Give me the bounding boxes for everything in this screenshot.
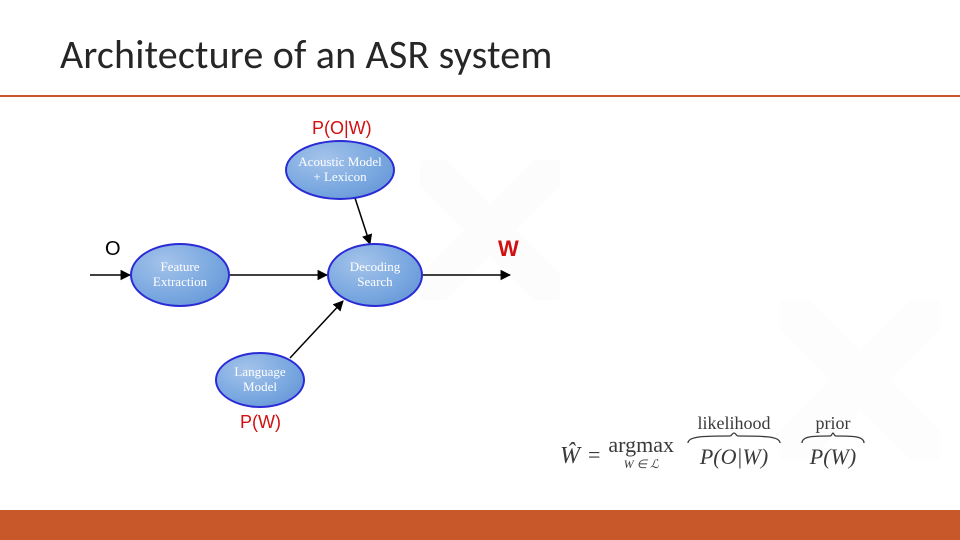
annotation-output-W: W	[498, 236, 519, 262]
likelihood-label: likelihood	[698, 413, 771, 434]
equation-lhs: Ŵ	[560, 443, 580, 470]
bottom-bar	[0, 510, 960, 540]
equation: Ŵ = argmax W ∈ ℒ likelihood P(O|W) prior…	[560, 413, 920, 470]
likelihood-term: P(O|W)	[700, 444, 768, 470]
asr-diagram: Feature Extraction Acoustic Model + Lexi…	[80, 130, 550, 470]
equation-eq: =	[586, 442, 602, 470]
prior-label: prior	[816, 413, 851, 434]
node-feature-extraction: Feature Extraction	[130, 243, 230, 307]
overbrace-icon	[800, 432, 866, 444]
title-underline	[0, 95, 960, 97]
node-label: Acoustic Model + Lexicon	[298, 155, 381, 185]
node-acoustic-model: Acoustic Model + Lexicon	[285, 140, 395, 200]
slide: Architecture of an ASR system Feature Ex…	[0, 0, 960, 540]
equation-prior-group: prior P(W)	[794, 413, 872, 470]
node-label: Language Model	[234, 365, 285, 395]
annotation-P-W: P(W)	[240, 412, 281, 433]
equation-likelihood-group: likelihood P(O|W)	[680, 413, 788, 470]
node-decoding-search: Decoding Search	[327, 243, 423, 307]
annotation-input-O: O	[105, 238, 121, 261]
overbrace-icon	[686, 432, 782, 444]
prior-term: P(W)	[810, 444, 856, 470]
equation-argmax: argmax W ∈ ℒ	[608, 434, 674, 470]
node-label: Decoding Search	[350, 260, 401, 290]
node-language-model: Language Model	[215, 352, 305, 408]
node-label: Feature Extraction	[153, 260, 207, 290]
annotation-P-O-given-W: P(O|W)	[312, 118, 372, 139]
page-title: Architecture of an ASR system	[60, 30, 553, 79]
